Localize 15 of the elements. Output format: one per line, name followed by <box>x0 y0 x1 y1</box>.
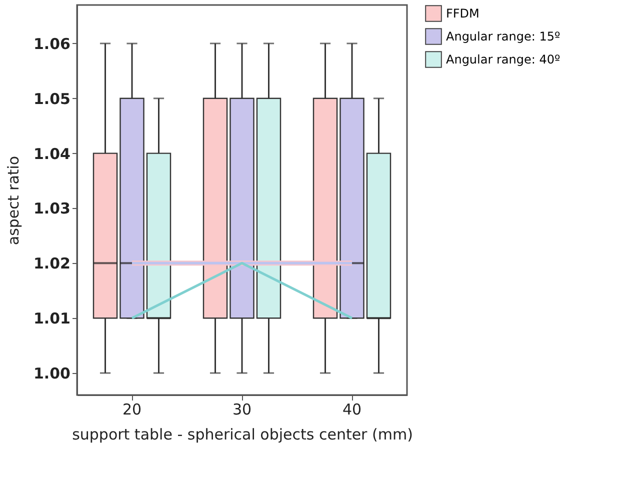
x-axis-title: support table - spherical objects center (mm) <box>72 426 413 444</box>
y-axis-title: aspect ratio <box>4 156 22 246</box>
legend-label: Angular range: 15º <box>446 30 560 44</box>
legend-label: FFDM <box>446 6 480 20</box>
y-tick-label: 1.02 <box>33 254 70 273</box>
x-tick-label: 40 <box>342 400 362 418</box>
x-tick-label: 30 <box>232 400 252 418</box>
legend-label: Angular range: 40º <box>446 52 560 66</box>
y-tick-label: 1.03 <box>33 200 70 218</box>
y-tick-label: 1.04 <box>33 144 70 163</box>
y-tick-label: 1.05 <box>33 90 70 108</box>
y-tick-label: 1.00 <box>33 364 70 383</box>
y-tick-label: 1.06 <box>33 34 70 53</box>
x-tick-label: 20 <box>122 400 142 418</box>
y-tick-label: 1.01 <box>33 310 70 328</box>
